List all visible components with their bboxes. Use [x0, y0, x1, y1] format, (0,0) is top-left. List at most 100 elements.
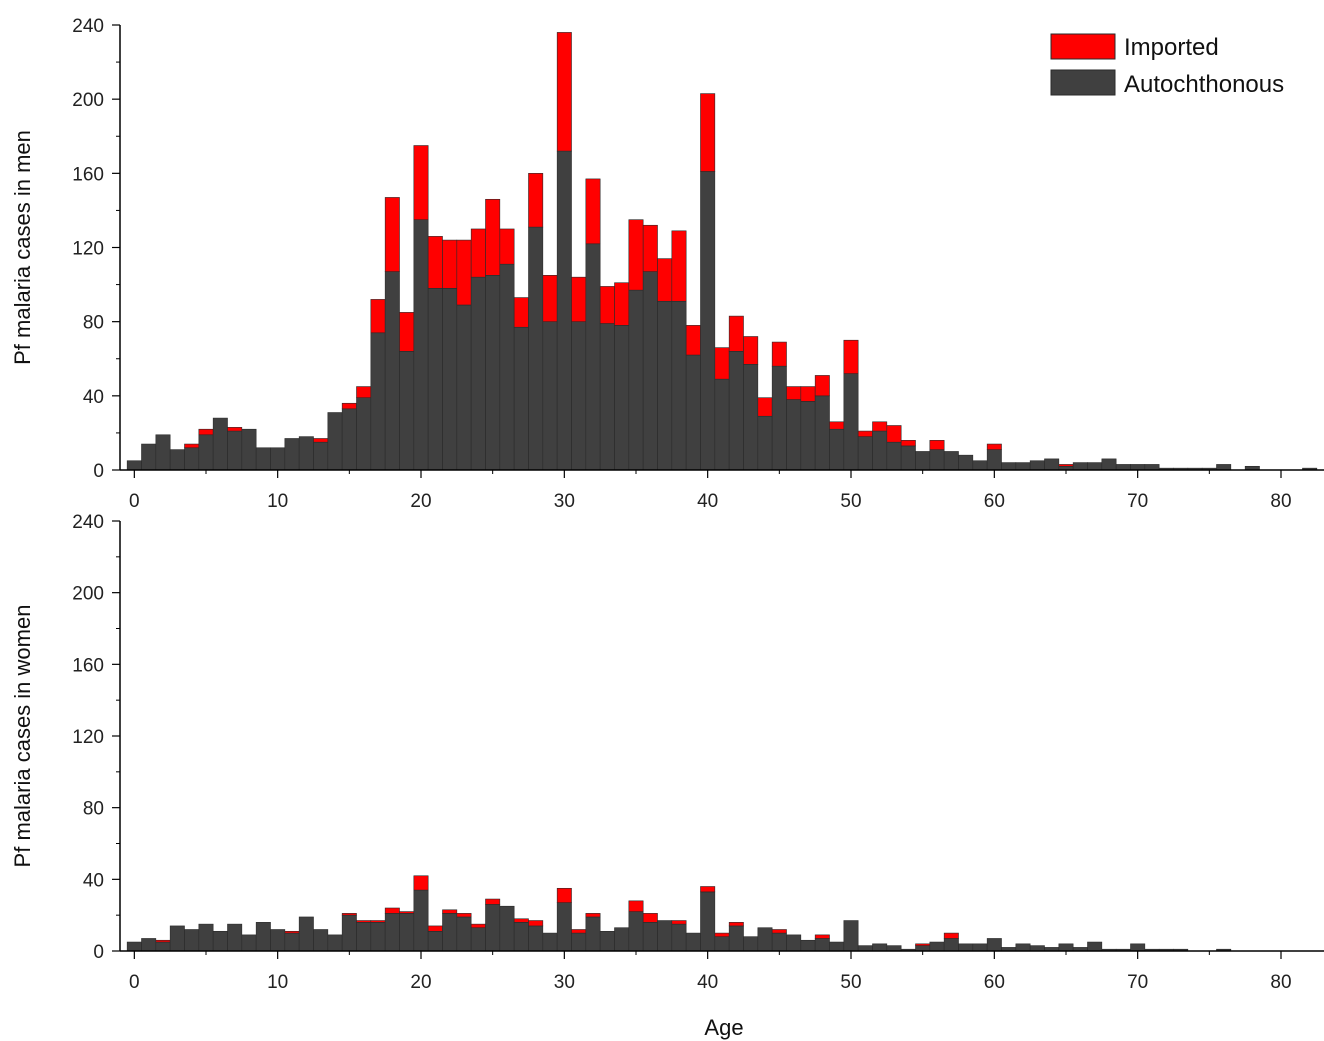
men-bar-imported-age-38 [671, 230, 687, 302]
women-bar-autochthonous-age-31 [571, 932, 587, 952]
men-bar-imported-age-28 [528, 173, 544, 228]
men-bar-autochthonous-age-60 [986, 449, 1002, 471]
men-bar-autochthonous-age-40 [700, 171, 716, 471]
men-bar-autochthonous-age-15 [341, 408, 357, 471]
men-bar-imported-age-51 [857, 430, 873, 437]
men-bar-autochthonous-age-64 [1044, 458, 1060, 471]
women-bar-autochthonous-age-13 [313, 929, 329, 952]
men-bar-imported-age-46 [786, 386, 802, 400]
men-bar-imported-age-52 [872, 421, 888, 432]
women-bar-autochthonous-age-35 [628, 911, 644, 952]
women-bar-autochthonous-age-57 [943, 938, 959, 952]
women-bar-imported-age-27 [513, 918, 529, 923]
women-bar-autochthonous-age-33 [599, 930, 615, 952]
men-bar-autochthonous-age-1 [141, 443, 157, 471]
men-bar-imported-age-56 [929, 440, 945, 450]
women-bar-autochthonous-age-18 [384, 913, 400, 952]
men-bar-autochthonous-age-31 [571, 321, 587, 471]
men-bar-imported-age-18 [384, 197, 400, 272]
men-bar-autochthonous-age-25 [485, 275, 501, 471]
women-bar-imported-age-55 [915, 943, 931, 946]
women-bar-autochthonous-age-6 [212, 930, 228, 952]
women-bar-imported-age-23 [456, 913, 472, 918]
x-axis-title: Age [704, 1015, 743, 1040]
women-x-tick-label: 70 [1127, 972, 1148, 993]
women-x-tick-label: 20 [410, 972, 431, 993]
women-bar-imported-age-11 [284, 930, 300, 934]
men-bar-imported-age-44 [757, 397, 773, 417]
women-bar-imported-age-48 [814, 934, 830, 939]
women-bar-autochthonous-age-42 [728, 925, 744, 952]
women-bar-autochthonous-age-19 [399, 913, 415, 952]
men-bar-autochthonous-age-41 [714, 378, 730, 471]
men-x-tick-label: 50 [840, 491, 861, 512]
men-bar-autochthonous-age-56 [929, 449, 945, 471]
men-bar-imported-age-20 [413, 145, 429, 220]
men-bar-autochthonous-age-6 [212, 417, 228, 471]
men-bar-imported-age-40 [700, 93, 716, 172]
women-bar-autochthonous-age-29 [542, 932, 558, 952]
men-bar-autochthonous-age-44 [757, 415, 773, 471]
men-bar-autochthonous-age-2 [155, 434, 171, 471]
men-y-tick-label: 160 [72, 164, 104, 185]
women-x-tick-label: 0 [129, 972, 140, 993]
men-bar-imported-age-31 [571, 276, 587, 322]
women-bar-autochthonous-age-12 [298, 916, 314, 952]
women-y-tick-label: 240 [72, 512, 104, 533]
men-bar-autochthonous-age-11 [284, 438, 300, 471]
women-bar-autochthonous-age-24 [470, 927, 486, 952]
legend-swatch-imported [1050, 33, 1116, 60]
women-bar-imported-age-25 [485, 898, 501, 905]
men-bar-autochthonous-age-43 [743, 364, 759, 471]
men-bar-autochthonous-age-62 [1015, 462, 1031, 471]
men-bar-imported-age-42 [728, 315, 744, 352]
men-bar-autochthonous-age-7 [227, 430, 243, 471]
women-bar-autochthonous-age-51 [857, 945, 873, 952]
women-x-tick-label: 30 [554, 972, 575, 993]
men-bar-imported-age-60 [986, 443, 1002, 450]
men-bar-autochthonous-age-59 [972, 460, 988, 471]
women-bar-autochthonous-age-65 [1058, 943, 1074, 952]
women-y-tick-label: 160 [72, 655, 104, 676]
men-bar-autochthonous-age-16 [356, 397, 372, 471]
women-bar-imported-age-21 [427, 925, 443, 932]
men-bar-autochthonous-age-4 [184, 447, 200, 471]
men-bar-autochthonous-age-14 [327, 412, 343, 471]
men-bar-autochthonous-age-54 [900, 445, 916, 471]
men-bar-imported-age-27 [513, 297, 529, 328]
women-bar-autochthonous-age-9 [255, 922, 271, 952]
men-bar-autochthonous-age-55 [915, 451, 931, 471]
women-y-tick-label: 0 [93, 942, 104, 963]
men-bar-autochthonous-age-46 [786, 399, 802, 471]
women-bar-autochthonous-age-0 [126, 941, 142, 952]
women-bar-autochthonous-age-56 [929, 941, 945, 952]
women-bar-autochthonous-age-58 [958, 943, 974, 952]
women-bar-imported-age-45 [771, 929, 787, 934]
men-bar-imported-age-26 [499, 228, 515, 265]
women-bar-autochthonous-age-15 [341, 914, 357, 952]
men-y-tick-label: 40 [83, 387, 104, 408]
men-bar-imported-age-48 [814, 375, 830, 397]
men-bar-imported-age-5 [198, 428, 214, 436]
men-y-tick-label: 80 [83, 313, 104, 334]
men-bar-autochthonous-age-58 [958, 454, 974, 471]
men-bar-autochthonous-age-32 [585, 243, 601, 471]
men-bar-autochthonous-age-36 [642, 271, 658, 471]
women-bar-autochthonous-age-27 [513, 922, 529, 952]
men-bar-autochthonous-age-3 [169, 449, 185, 471]
women-bar-imported-age-36 [642, 913, 658, 923]
men-bar-autochthonous-age-57 [943, 451, 959, 471]
men-bar-autochthonous-age-69 [1115, 464, 1131, 471]
women-bar-autochthonous-age-5 [198, 923, 214, 952]
men-bar-autochthonous-age-30 [556, 150, 572, 471]
women-bar-autochthonous-age-32 [585, 916, 601, 952]
women-y-tick-label: 200 [72, 584, 104, 605]
women-bar-autochthonous-age-59 [972, 943, 988, 952]
women-bar-autochthonous-age-22 [442, 913, 458, 952]
men-bar-imported-age-7 [227, 427, 243, 432]
men-y-tick-label: 200 [72, 90, 104, 111]
women-bar-imported-age-20 [413, 875, 429, 891]
men-bar-imported-age-33 [599, 286, 615, 324]
men-bar-autochthonous-age-24 [470, 276, 486, 471]
women-x-tick-label: 10 [267, 972, 288, 993]
